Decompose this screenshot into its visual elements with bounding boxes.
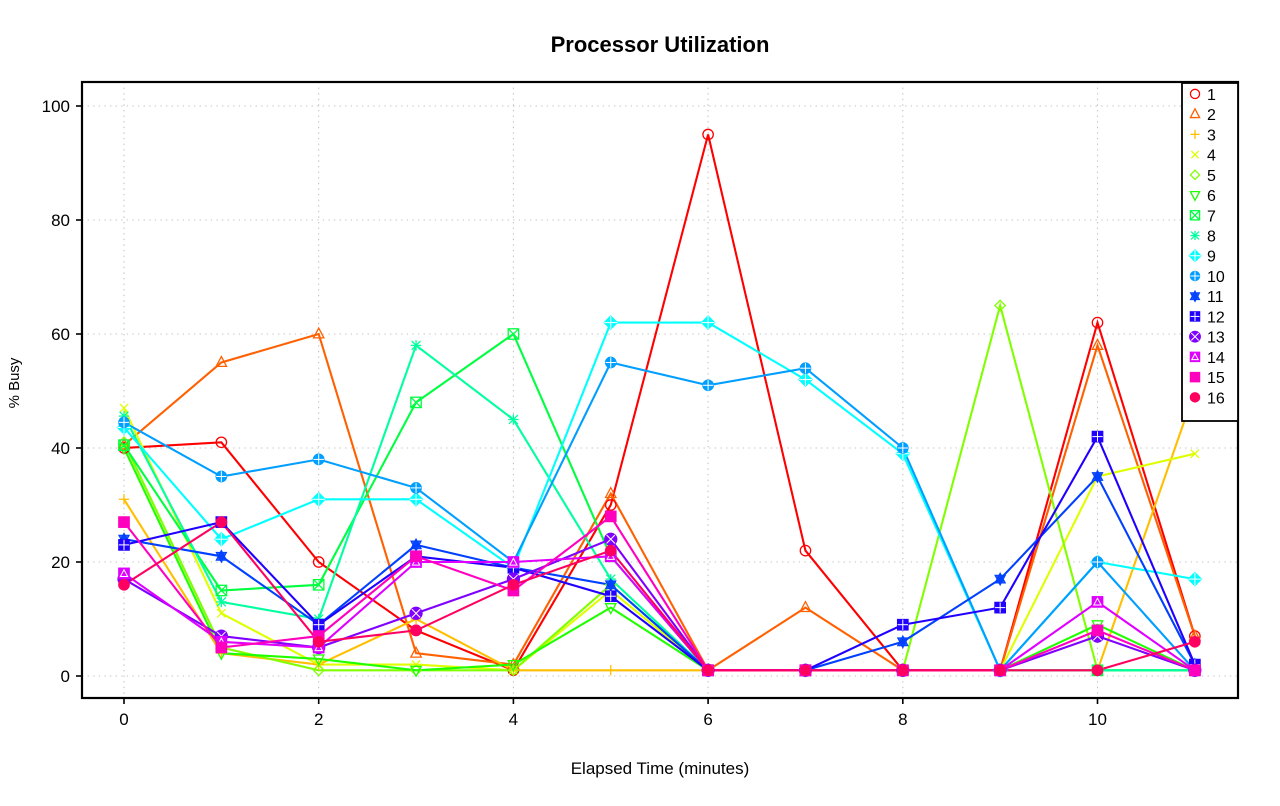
svg-text:10: 10 — [1207, 269, 1225, 286]
svg-text:10: 10 — [1088, 710, 1107, 729]
svg-text:12: 12 — [1207, 309, 1225, 326]
svg-text:20: 20 — [51, 553, 70, 572]
svg-text:40: 40 — [51, 439, 70, 458]
svg-text:4: 4 — [509, 710, 518, 729]
svg-text:4: 4 — [1207, 148, 1216, 165]
svg-text:1: 1 — [1207, 87, 1216, 104]
svg-text:2: 2 — [314, 710, 323, 729]
svg-text:15: 15 — [1207, 370, 1225, 387]
svg-text:8: 8 — [1207, 229, 1216, 246]
svg-text:6: 6 — [1207, 188, 1216, 205]
svg-text:8: 8 — [898, 710, 907, 729]
svg-text:11: 11 — [1207, 289, 1224, 306]
svg-text:2: 2 — [1207, 107, 1216, 124]
svg-text:9: 9 — [1207, 249, 1216, 266]
svg-text:3: 3 — [1207, 127, 1216, 144]
svg-text:80: 80 — [51, 211, 70, 230]
svg-text:5: 5 — [1207, 168, 1216, 185]
svg-text:6: 6 — [703, 710, 712, 729]
svg-text:16: 16 — [1207, 390, 1225, 407]
svg-text:0: 0 — [61, 667, 70, 686]
svg-text:100: 100 — [42, 97, 70, 116]
svg-text:60: 60 — [51, 325, 70, 344]
svg-text:0: 0 — [119, 710, 128, 729]
svg-text:Processor Utilization: Processor Utilization — [551, 32, 770, 57]
svg-text:14: 14 — [1207, 350, 1225, 367]
svg-text:13: 13 — [1207, 330, 1225, 347]
svg-text:7: 7 — [1207, 208, 1216, 225]
svg-text:Elapsed Time (minutes): Elapsed Time (minutes) — [571, 759, 750, 778]
svg-text:% Busy: % Busy — [6, 357, 23, 408]
